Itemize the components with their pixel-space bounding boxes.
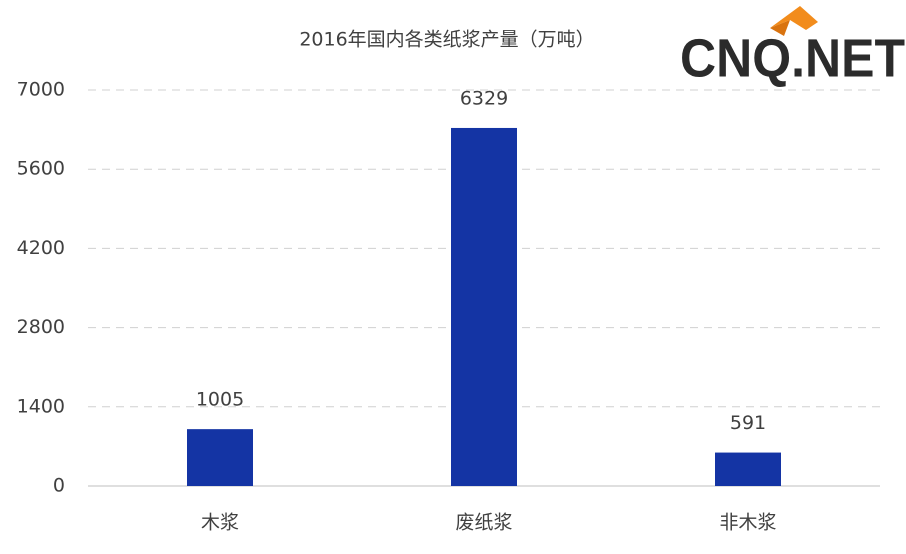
bar [451,127,517,487]
logo-icon [770,20,790,36]
y-tick-label: 2800 [17,316,65,338]
y-tick-label: 7000 [17,79,65,101]
logo-text: CNQ.NET [680,28,905,88]
bar [715,452,781,486]
bar [187,429,253,486]
data-label: 6329 [460,87,508,109]
data-label: 591 [730,412,766,434]
y-tick-label: 0 [53,475,65,497]
y-tick-label: 4200 [17,237,65,259]
x-tick-label: 非木浆 [719,512,776,534]
x-tick-label: 木浆 [201,512,239,534]
data-label: 1005 [196,389,244,411]
y-tick-label: 1400 [17,395,65,417]
x-tick-label: 废纸浆 [455,512,512,534]
logo-icon [770,6,818,30]
y-tick-label: 5600 [17,158,65,180]
chart-title: 2016年国内各类纸浆产量（万吨） [299,29,594,51]
logo: CNQ.NET [680,6,905,88]
